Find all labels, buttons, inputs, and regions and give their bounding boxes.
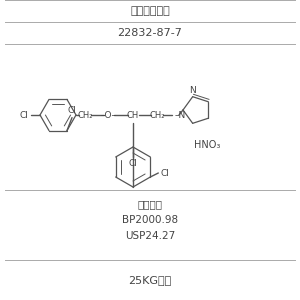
Text: 碑酸和咔唆唠: 碑酸和咔唆唠 bbox=[130, 6, 170, 16]
Text: –N: –N bbox=[175, 110, 186, 119]
Text: 抗真菌药: 抗真菌药 bbox=[137, 199, 163, 209]
Text: N: N bbox=[189, 86, 196, 95]
Text: –O–: –O– bbox=[101, 110, 117, 119]
Text: Cl: Cl bbox=[68, 106, 76, 115]
Text: CH₂: CH₂ bbox=[77, 110, 93, 119]
Text: HNO₃: HNO₃ bbox=[194, 140, 220, 150]
Text: 25KG纸桶: 25KG纸桶 bbox=[128, 275, 172, 285]
Text: CH₂: CH₂ bbox=[149, 110, 165, 119]
Text: 22832-87-7: 22832-87-7 bbox=[118, 28, 182, 38]
Text: USP24.27: USP24.27 bbox=[125, 231, 175, 241]
Text: BP2000.98: BP2000.98 bbox=[122, 215, 178, 225]
Text: Cl: Cl bbox=[161, 169, 170, 178]
Text: CH: CH bbox=[127, 110, 139, 119]
Text: Cl: Cl bbox=[20, 110, 28, 119]
Text: Cl: Cl bbox=[129, 160, 137, 169]
